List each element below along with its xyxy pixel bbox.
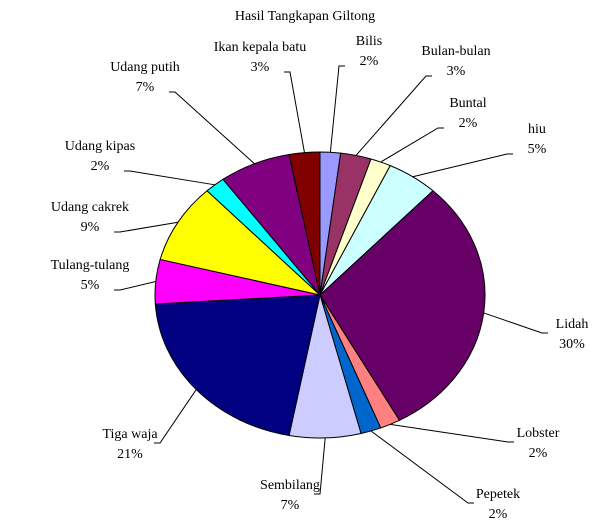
slice-value-label: 2% xyxy=(91,159,110,174)
slice-label: Sembilang xyxy=(260,478,320,493)
slice-value-label: 2% xyxy=(459,116,478,131)
pie-slice xyxy=(159,190,322,296)
leader-line xyxy=(124,170,215,186)
slice-label: Ikan kepala batu xyxy=(214,40,307,55)
slice-value-label: 2% xyxy=(360,54,379,69)
leader-line xyxy=(114,281,156,291)
slice-value-label: 21% xyxy=(117,447,143,462)
leader-line xyxy=(370,430,474,504)
slice-value-label: 30% xyxy=(559,337,585,352)
slice-value-label: 3% xyxy=(251,60,270,75)
slice-label: Lidah xyxy=(556,317,589,332)
slice-label: Udang kipas xyxy=(65,139,135,154)
slice-value-label: 7% xyxy=(136,80,155,95)
pie-slice xyxy=(154,294,321,437)
slice-label: Tiga waja xyxy=(102,427,158,442)
slice-value-label: 2% xyxy=(489,507,508,522)
slice-label: Bilis xyxy=(356,34,382,49)
leader-line xyxy=(314,437,326,495)
leader-line xyxy=(380,127,444,163)
leader-line xyxy=(412,153,513,178)
leader-line xyxy=(284,71,305,153)
slice-label: Bulan-bulan xyxy=(421,44,490,59)
slice-value-label: 2% xyxy=(529,446,548,461)
slice-value-label: 5% xyxy=(528,142,547,157)
leader-line xyxy=(154,389,197,444)
slice-value-label: 7% xyxy=(281,498,300,513)
leader-line xyxy=(355,75,432,156)
leader-line xyxy=(114,221,179,233)
leader-line xyxy=(169,91,255,165)
slice-label: Lobster xyxy=(517,426,560,441)
slice-label: hiu xyxy=(528,122,546,137)
slice-label: Udang putih xyxy=(110,60,180,75)
slice-value-label: 3% xyxy=(447,64,466,79)
slice-label: Pepetek xyxy=(476,487,520,502)
chart-title: Hasil Tangkapan Giltong xyxy=(235,9,375,24)
leader-line xyxy=(483,312,548,334)
slice-label: Udang cakrek xyxy=(51,200,129,215)
slice-label: Buntal xyxy=(449,96,486,111)
leader-line xyxy=(329,65,345,153)
slice-value-label: 9% xyxy=(81,220,100,235)
slice-value-label: 5% xyxy=(81,278,100,293)
slice-label: Tulang-tulang xyxy=(51,258,130,273)
pie-slice xyxy=(288,151,321,296)
leader-line xyxy=(390,423,514,443)
